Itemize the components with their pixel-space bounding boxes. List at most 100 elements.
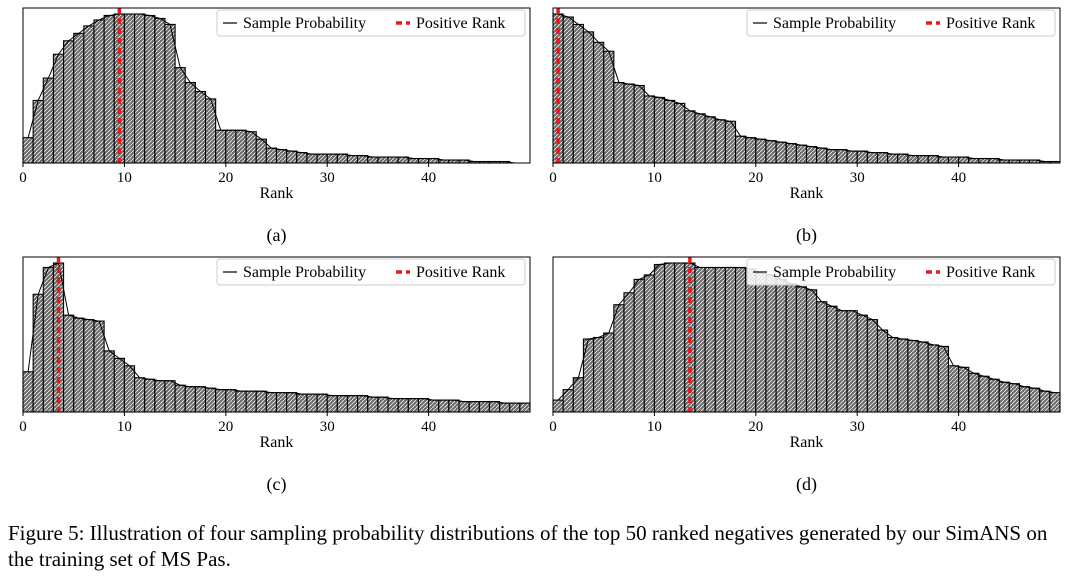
bar-rank-25 [805, 289, 818, 413]
bar-rank-17 [724, 120, 737, 164]
bar-rank-27 [296, 393, 308, 413]
bar-rank-6 [613, 304, 625, 413]
bar-rank-37 [927, 155, 939, 164]
bar-rank-11 [663, 99, 676, 164]
bar-rank-23 [785, 283, 797, 413]
bar-rank-18 [734, 266, 747, 413]
bar-rank-2 [42, 77, 54, 164]
bar-rank-4 [63, 40, 75, 164]
bar-rank-25 [275, 392, 288, 413]
bar-rank-31 [336, 395, 349, 413]
bar-rank-43 [458, 401, 470, 413]
plot-frame [22, 7, 531, 164]
bar-rank-14 [694, 266, 706, 413]
bar-rank-4 [593, 41, 605, 164]
chart-panel-c: 0 10 20 30 40 Rank (c) Sample Probability Positi… [19, 256, 531, 495]
bar-rank-19 [215, 389, 227, 413]
figure-caption: Figure 5: Illustration of four sampling … [8, 521, 1048, 571]
bar-rank-30 [326, 395, 338, 413]
bar-rank-27 [296, 152, 308, 164]
bar-rank-24 [795, 144, 808, 164]
bar-rank-15 [174, 384, 186, 413]
x-tick-label-30: 30 [320, 419, 335, 435]
bar-rank-48 [1039, 390, 1051, 413]
x-axis-label: Rank [790, 434, 824, 451]
bar-rank-3 [582, 338, 595, 413]
bar-rank-17 [194, 90, 207, 164]
bar-rank-5 [73, 317, 85, 413]
bar-rank-37 [397, 398, 409, 413]
panel-label: (b) [796, 225, 817, 246]
bar-rank-32 [346, 155, 359, 164]
x-tick-label-0: 0 [549, 419, 557, 435]
bar-rank-8 [103, 14, 115, 164]
bar-rank-36 [917, 155, 929, 164]
bar-rank-31 [866, 152, 879, 164]
bar-rank-21 [235, 390, 247, 413]
bar-rank-0 [22, 371, 34, 413]
bar-rank-15 [704, 266, 716, 413]
x-tick-label-0: 0 [549, 170, 557, 186]
legend-box [746, 9, 1056, 37]
bar-rank-4 [593, 336, 605, 413]
bar-rank-40 [958, 366, 970, 413]
bar-rank-31 [866, 319, 879, 413]
legend-label-sample-probability: Sample Probability [773, 15, 896, 32]
bar-rank-3 [52, 53, 65, 164]
bar-rank-11 [133, 377, 146, 413]
panel-label: (c) [267, 474, 287, 495]
bar-rank-40 [428, 399, 440, 413]
x-tick-label-0: 0 [19, 419, 27, 435]
bar-rank-26 [286, 150, 298, 164]
bar-rank-4 [63, 314, 75, 413]
bar-rank-22 [245, 131, 257, 164]
bar-rank-12 [674, 102, 686, 164]
bar-rank-29 [846, 310, 858, 413]
x-tick-label-20: 20 [748, 170, 763, 186]
bar-rank-19 [215, 129, 227, 164]
bar-rank-38 [937, 156, 950, 164]
bar-rank-28 [836, 310, 848, 413]
bar-rank-5 [73, 32, 85, 164]
bar-rank-2 [572, 23, 584, 164]
bar-rank-34 [897, 153, 909, 164]
bar-rank-28 [306, 393, 318, 413]
x-tick-label-40: 40 [421, 170, 436, 186]
x-tick-label-10: 10 [647, 419, 662, 435]
bar-rank-41 [968, 372, 980, 413]
x-tick-label-20: 20 [748, 419, 763, 435]
sample-probability-line [557, 262, 1055, 401]
bar-rank-13 [154, 17, 166, 164]
bar-rank-1 [562, 16, 574, 164]
bar-rank-18 [734, 135, 747, 164]
bar-rank-29 [316, 153, 328, 164]
bar-rank-38 [937, 345, 950, 413]
panel-label: (d) [796, 474, 817, 495]
bar-rank-10 [653, 96, 666, 164]
bar-rank-36 [387, 156, 399, 164]
bar-rank-33 [887, 153, 899, 164]
bar-rank-6 [613, 81, 625, 164]
bar-rank-42 [448, 399, 460, 413]
bar-rank-10 [123, 13, 136, 164]
x-tick-label-10: 10 [117, 170, 132, 186]
bar-rank-8 [103, 350, 115, 413]
bar-rank-39 [417, 398, 430, 413]
legend-label-sample-probability: Sample Probability [773, 264, 896, 281]
panel-label: (a) [267, 225, 287, 246]
bar-rank-21 [235, 129, 247, 164]
x-tick-label-10: 10 [647, 170, 662, 186]
x-axis-label: Rank [260, 185, 294, 202]
bar-rank-41 [968, 157, 980, 164]
bar-rank-13 [684, 110, 696, 164]
bar-rank-3 [582, 31, 595, 164]
legend-label-sample-probability: Sample Probability [243, 15, 366, 32]
x-axis-label: Rank [790, 185, 824, 202]
bar-rank-5 [603, 332, 615, 413]
bar-rank-39 [417, 157, 430, 164]
bar-rank-26 [286, 392, 298, 413]
legend-label-positive-rank: Positive Rank [946, 264, 1035, 281]
bar-rank-39 [947, 365, 960, 413]
legend: Sample Probability Positive Rank [746, 9, 1056, 37]
bar-rank-36 [917, 341, 929, 413]
